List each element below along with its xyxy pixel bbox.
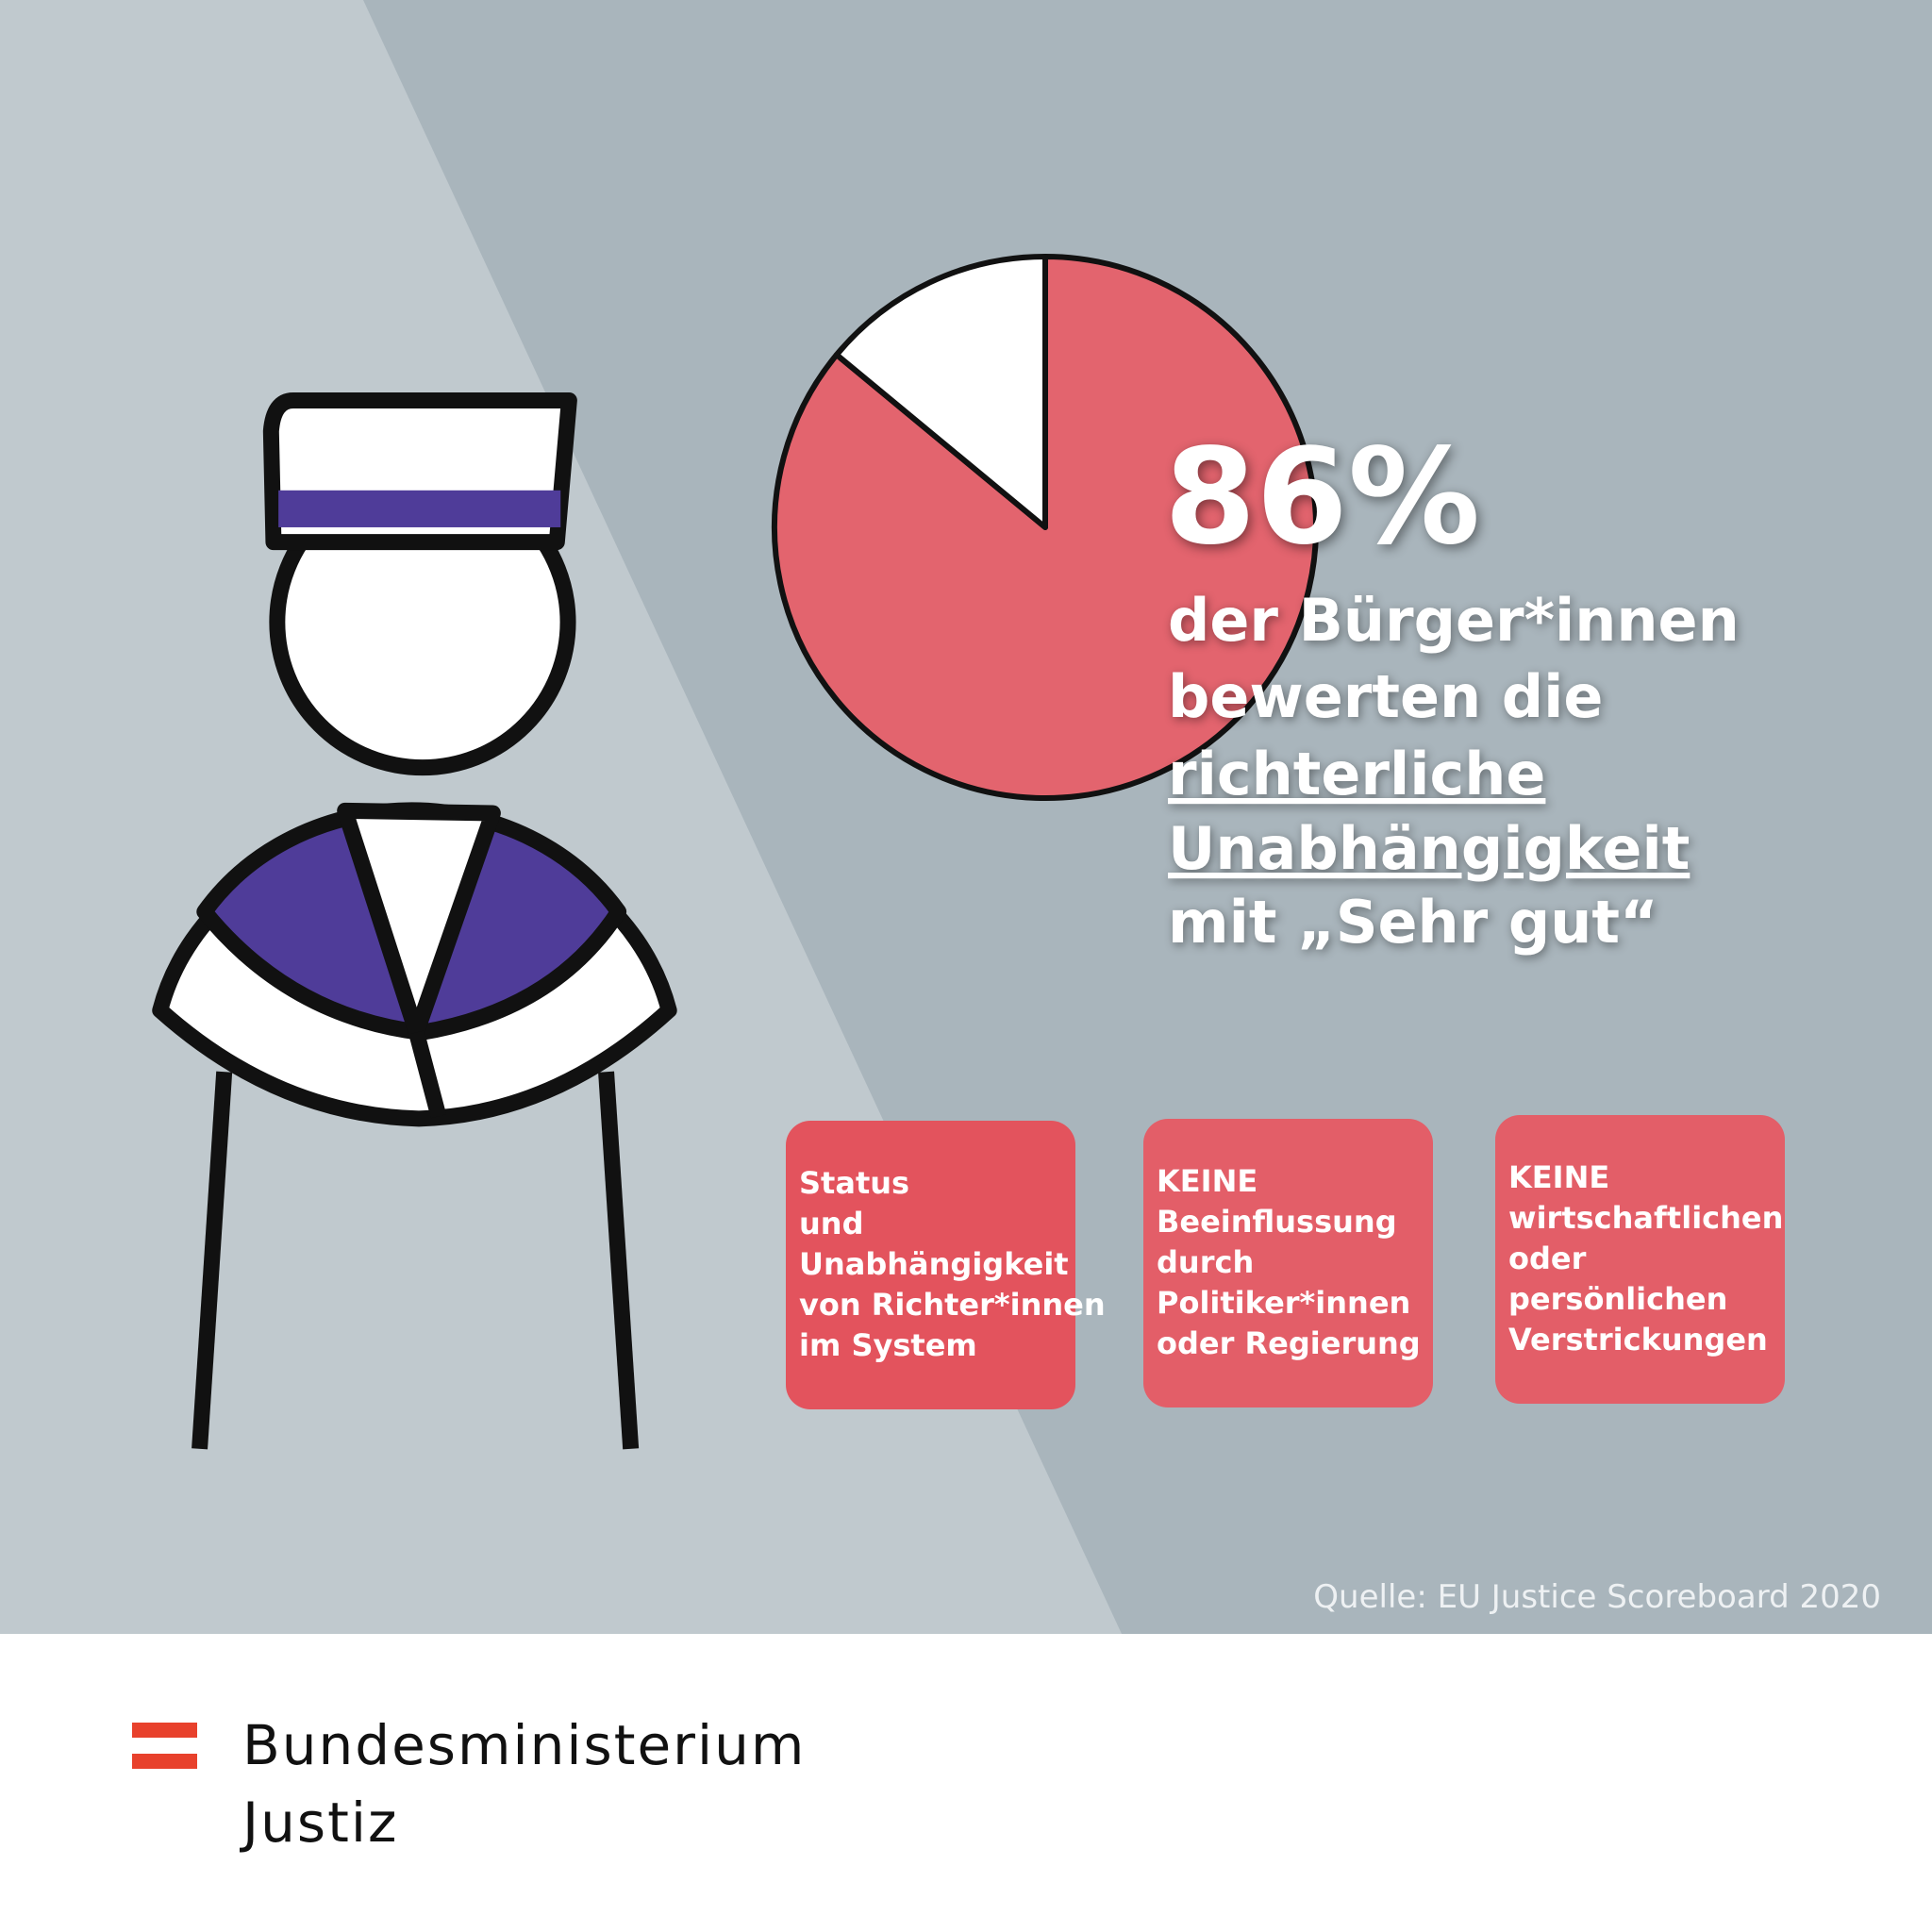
info-box-line: durch — [1157, 1244, 1254, 1280]
info-box-line: oder — [1508, 1241, 1587, 1276]
info-box-line: im System — [799, 1327, 977, 1363]
info-box-line: Beeinflussung — [1157, 1204, 1397, 1240]
percent-label: 86% — [1164, 421, 1480, 575]
logo-line: Justiz — [240, 1790, 398, 1855]
logo-line: Bundesministerium — [242, 1713, 806, 1777]
judge-figure — [152, 391, 677, 1450]
info-box — [786, 1121, 1075, 1409]
info-box-line: KEINE — [1508, 1159, 1609, 1195]
description-line: bewerten die — [1168, 662, 1603, 731]
info-box-line: von Richter*innen — [799, 1287, 1106, 1323]
logo-stripe — [132, 1723, 197, 1738]
info-box-line: wirtschaftlichen — [1508, 1200, 1783, 1236]
description-line: der Bürger*innen — [1168, 586, 1740, 655]
arm-right — [598, 1071, 640, 1450]
description-line: richterliche — [1168, 740, 1545, 808]
description-line: mit „Sehr gut“ — [1168, 888, 1658, 957]
boxes: Status und Unabhängigkeit von Richter*innen… — [786, 1115, 1785, 1409]
info-box-line: Politiker*innen — [1157, 1285, 1410, 1321]
collar — [337, 802, 501, 1041]
source: Quelle: EU Justice Scoreboard 2020 — [1313, 1578, 1881, 1616]
info-box-line: Verstrickungen — [1508, 1322, 1768, 1357]
collar-line — [408, 1030, 447, 1119]
hat-band — [278, 490, 561, 527]
arm-left — [192, 1071, 233, 1450]
info-box-line: Unabhängigkeit — [799, 1246, 1069, 1282]
pie-slice — [833, 254, 1048, 530]
info-box-line: Status — [799, 1165, 909, 1201]
pie-chart — [772, 254, 1319, 801]
info-box-line: und — [799, 1206, 863, 1241]
info-box — [1143, 1119, 1433, 1407]
info-box-line: oder Regierung — [1157, 1325, 1421, 1361]
footer-band — [0, 1634, 1932, 1932]
info-box-line: KEINE — [1157, 1163, 1257, 1199]
logo-stripe — [132, 1754, 197, 1769]
description-line: Unabhängigkeit — [1168, 814, 1690, 883]
info-box-line: persönlichen — [1508, 1281, 1727, 1317]
info-box — [1495, 1115, 1785, 1404]
